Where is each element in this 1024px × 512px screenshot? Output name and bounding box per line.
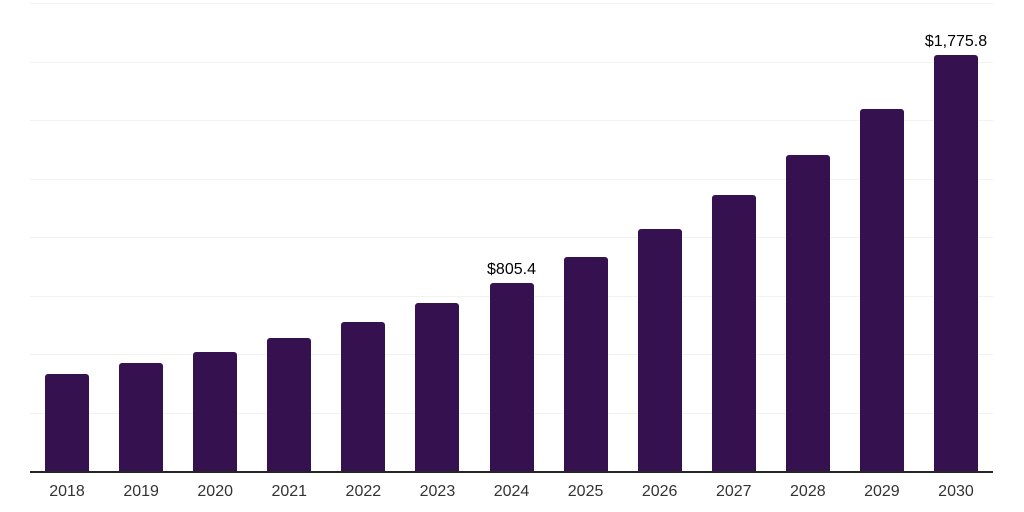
bar-2022	[341, 321, 386, 471]
bars-container: $805.4 $1,775.8	[30, 3, 993, 471]
bar-column-2022	[326, 3, 400, 471]
x-tick-2024: 2024	[493, 483, 530, 500]
bar-column-2021	[252, 3, 326, 471]
x-tick-2025: 2025	[567, 483, 604, 500]
bar-2030	[933, 55, 978, 471]
bar-column-2029	[845, 3, 919, 471]
bar-2026	[637, 229, 682, 471]
x-tick-2027: 2027	[715, 483, 752, 500]
bar-column-2026	[623, 3, 697, 471]
bar-2019	[119, 363, 164, 471]
bar-column-2028	[771, 3, 845, 471]
gridline	[30, 3, 993, 4]
bar-column-2023	[400, 3, 474, 471]
bar-column-2019	[104, 3, 178, 471]
plot-area: $805.4 $1,775.8	[30, 3, 993, 473]
bar-2029	[859, 109, 904, 471]
bar-2018	[45, 374, 90, 471]
gridline	[30, 120, 993, 121]
bar-column-2025	[549, 3, 623, 471]
bar-column-2018	[30, 3, 104, 471]
x-tick-2026: 2026	[641, 483, 678, 500]
bar-2020	[193, 351, 238, 471]
bar-2027	[711, 194, 756, 471]
bar-2028	[785, 154, 830, 471]
bar-2023	[415, 302, 460, 471]
x-tick-2029: 2029	[864, 483, 900, 500]
x-tick-2020: 2020	[197, 483, 233, 500]
bar-2025	[563, 256, 608, 471]
x-tick-2018: 2018	[49, 483, 85, 500]
x-tick-2028: 2028	[790, 483, 826, 500]
bar-2024	[489, 282, 534, 471]
gridline	[30, 61, 993, 63]
x-tick-2022: 2022	[345, 483, 382, 500]
x-tick-2023: 2023	[419, 483, 456, 500]
bar-column-2020	[178, 3, 252, 471]
x-tick-2030: 2030	[938, 483, 974, 500]
bar-column-2024: $805.4	[474, 3, 548, 471]
x-tick-2019: 2019	[123, 483, 159, 500]
bar-column-2030: $1,775.8	[919, 3, 993, 471]
x-axis-labels: 2018 2019 2020 2021 2022 2023 2024 2025 2026 2027…	[30, 482, 993, 501]
gridline	[30, 237, 993, 238]
bar-2021	[267, 337, 312, 471]
x-tick-2021: 2021	[271, 483, 308, 500]
bar-column-2027	[697, 3, 771, 471]
bar-value-label-2024: $805.4	[487, 260, 536, 278]
bar-value-label-2030: $1,775.8	[924, 33, 988, 51]
gridline	[30, 178, 993, 180]
